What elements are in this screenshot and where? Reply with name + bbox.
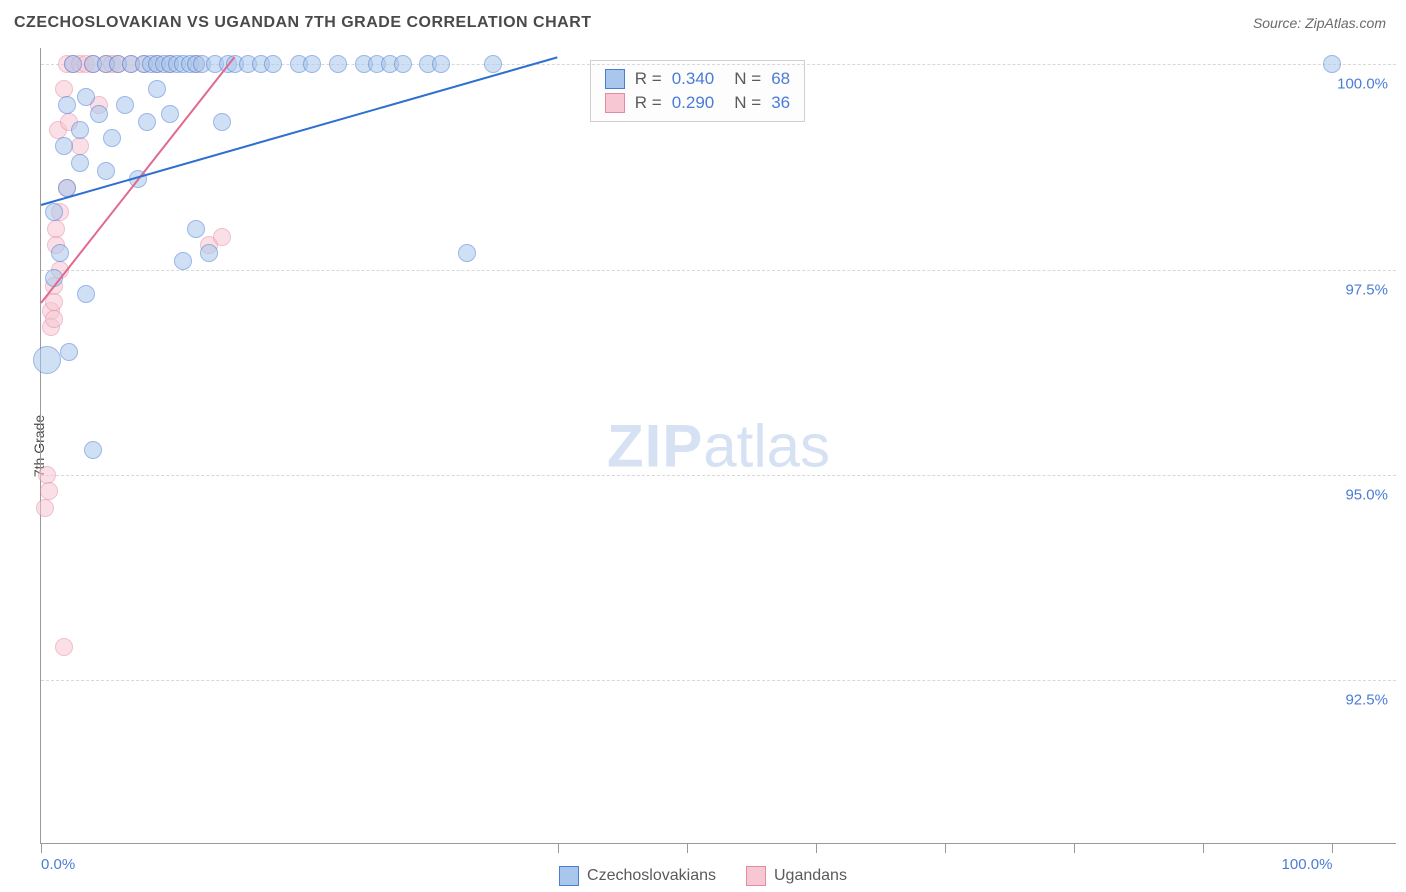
- data-point-czech: [458, 244, 476, 262]
- x-tick: [816, 843, 817, 853]
- data-point-czech: [58, 96, 76, 114]
- correlation-stats-box: R =0.340N =68R =0.290N =36: [590, 60, 805, 122]
- legend-swatch: [746, 866, 766, 886]
- legend-swatch: [605, 93, 625, 113]
- data-point-czech: [174, 252, 192, 270]
- data-point-ugand: [40, 482, 58, 500]
- data-point-czech: [394, 55, 412, 73]
- legend-item-czech: Czechoslovakians: [559, 866, 716, 886]
- stats-row: R =0.340N =68: [605, 67, 790, 91]
- data-point-czech: [1323, 55, 1341, 73]
- data-point-czech: [77, 285, 95, 303]
- chart-legend: Czechoslovakians Ugandans: [0, 866, 1406, 886]
- y-tick-label: 97.5%: [1345, 281, 1388, 298]
- data-point-czech: [187, 220, 205, 238]
- data-point-czech: [200, 244, 218, 262]
- data-point-czech: [213, 113, 231, 131]
- legend-label: Czechoslovakians: [587, 867, 716, 885]
- data-point-czech: [329, 55, 347, 73]
- x-tick: [558, 843, 559, 853]
- data-point-czech: [71, 154, 89, 172]
- data-point-czech: [84, 441, 102, 459]
- data-point-czech: [103, 129, 121, 147]
- x-tick: [1332, 843, 1333, 853]
- legend-label: Ugandans: [774, 867, 847, 885]
- data-point-czech: [90, 105, 108, 123]
- legend-swatch: [559, 866, 579, 886]
- data-point-ugand: [55, 80, 73, 98]
- x-tick: [41, 843, 42, 853]
- legend-swatch: [605, 69, 625, 89]
- gridline-h: [41, 680, 1396, 681]
- data-point-czech: [45, 203, 63, 221]
- data-point-czech: [138, 113, 156, 131]
- chart-title: CZECHOSLOVAKIAN VS UGANDAN 7TH GRADE COR…: [14, 14, 592, 32]
- data-point-czech: [484, 55, 502, 73]
- x-tick: [1074, 843, 1075, 853]
- y-tick-label: 92.5%: [1345, 691, 1388, 708]
- data-point-ugand: [38, 466, 56, 484]
- data-point-ugand: [213, 228, 231, 246]
- scatter-chart: ZIPatlas R =0.340N =68R =0.290N =36 100.…: [40, 48, 1396, 844]
- y-tick-label: 100.0%: [1337, 76, 1388, 93]
- legend-item-ugand: Ugandans: [746, 866, 847, 886]
- data-point-czech: [97, 162, 115, 180]
- x-tick: [945, 843, 946, 853]
- data-point-ugand: [36, 499, 54, 517]
- data-point-czech: [116, 96, 134, 114]
- source-attribution: Source: ZipAtlas.com: [1253, 15, 1386, 31]
- data-point-czech: [33, 346, 61, 374]
- data-point-czech: [161, 105, 179, 123]
- gridline-h: [41, 475, 1396, 476]
- data-point-czech: [303, 55, 321, 73]
- x-tick: [1203, 843, 1204, 853]
- data-point-czech: [51, 244, 69, 262]
- watermark: ZIPatlas: [607, 411, 830, 480]
- data-point-czech: [77, 88, 95, 106]
- data-point-ugand: [47, 220, 65, 238]
- data-point-czech: [264, 55, 282, 73]
- data-point-czech: [148, 80, 166, 98]
- data-point-ugand: [45, 310, 63, 328]
- data-point-czech: [55, 137, 73, 155]
- data-point-ugand: [55, 638, 73, 656]
- data-point-czech: [60, 343, 78, 361]
- stats-row: R =0.290N =36: [605, 91, 790, 115]
- data-point-czech: [71, 121, 89, 139]
- data-point-ugand: [71, 137, 89, 155]
- x-tick: [687, 843, 688, 853]
- gridline-h: [41, 270, 1396, 271]
- y-tick-label: 95.0%: [1345, 486, 1388, 503]
- data-point-czech: [64, 55, 82, 73]
- data-point-czech: [432, 55, 450, 73]
